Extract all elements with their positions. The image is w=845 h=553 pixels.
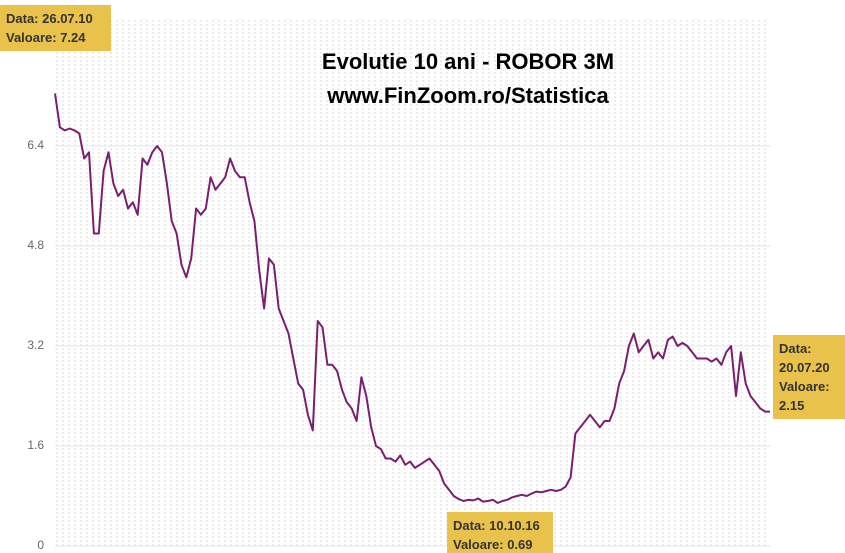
chart-subtitle: www.FinZoom.ro/Statistica: [326, 83, 609, 108]
tooltip-line: Data:: [779, 341, 812, 356]
y-tick-label: 6.4: [27, 138, 44, 152]
tooltip: Data: 10.10.16 Valoare: 0.69: [447, 512, 553, 553]
tooltip-line: Valoare:: [779, 379, 830, 394]
y-tick-label: 0: [37, 538, 44, 552]
tooltip: Data: 20.07.20 Valoare: 2.15: [773, 335, 845, 419]
y-tick-label: 1.6: [27, 438, 44, 452]
tooltip-line: Valoare: 0.69: [453, 537, 533, 552]
tooltip: Data: 26.07.10 Valoare: 7.24: [0, 5, 111, 51]
chart-title: Evolutie 10 ani - ROBOR 3M: [322, 49, 614, 74]
tooltip-line: Data: 10.10.16: [453, 518, 540, 533]
y-tick-label: 3.2: [27, 338, 44, 352]
tooltip-line: Valoare: 7.24: [6, 30, 86, 45]
tooltip-line: Data: 26.07.10: [6, 11, 93, 26]
line-series: [54, 93, 770, 504]
tooltip-line: 2.15: [779, 398, 805, 413]
tooltip-line: 20.07.20: [779, 360, 830, 375]
dotted-grid: [55, 20, 770, 546]
y-tick-label: 4.8: [27, 238, 44, 252]
